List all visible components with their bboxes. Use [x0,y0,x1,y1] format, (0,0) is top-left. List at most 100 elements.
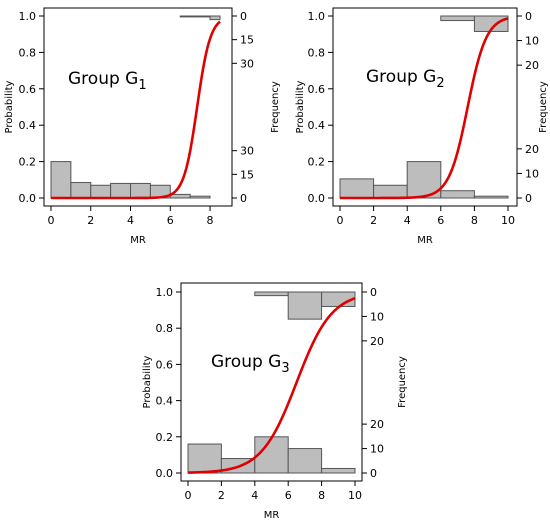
hist-top-bar [440,15,475,22]
x-tick-label: 2 [87,214,94,227]
group-label: Group G1 [68,69,147,93]
y-tick-label: 1.0 [308,10,326,23]
y-tick-label: 0.8 [308,46,326,59]
x-tick-label: 0 [337,214,344,227]
hist-top-bar [209,15,221,21]
hist-top-bar [287,291,323,320]
group-label: Group G2 [366,67,445,91]
y-tick-label: 0.2 [308,156,326,169]
y-tick-label: 1.0 [156,286,174,299]
x-tick-label: 8 [471,214,478,227]
y-tick-label: 0.2 [156,431,174,444]
probability-curve [187,297,356,474]
x-tick-label: 6 [437,214,444,227]
x-tick-label: 2 [370,214,377,227]
freq-tick-label-bottom: 30 [240,145,254,158]
x-tick-label: 4 [127,214,134,227]
hist-bottom-bar [187,443,222,474]
x-tick-label: 10 [501,214,515,227]
y-axis-title-frequency: Frequency [397,356,408,408]
freq-tick-label-bottom: 10 [525,167,539,180]
x-axis-title: MR [130,235,146,246]
hist-top-bar [199,15,211,18]
group-label-subscript: 1 [138,78,146,93]
freq-tick-label-bottom: 0 [240,192,247,205]
group-label-text: Group G [366,67,436,87]
freq-tick-label-bottom: 20 [370,418,384,431]
hist-bottom-bar [473,195,509,199]
freq-tick-label-top: 10 [525,35,539,48]
x-tick-label: 8 [207,214,214,227]
y-tick-label: 0.0 [19,192,37,205]
y-tick-label: 0.6 [156,358,174,371]
y-axis-title-probability: Probability [4,80,15,133]
x-axis-title: MR [417,235,433,246]
hist-bottom-bar [110,182,132,199]
hist-bottom-bar [70,182,92,199]
hist-top-bar [254,291,289,297]
y-tick-label: 0.8 [156,322,174,335]
hist-top-bar [189,15,201,18]
y-axis-title-probability: Probability [295,80,306,133]
freq-tick-label-top: 10 [370,310,384,323]
x-tick-label: 8 [318,489,325,502]
y-tick-label: 0.8 [19,46,37,59]
hist-bottom-bar [373,184,408,199]
x-tick-label: 0 [185,489,192,502]
x-tick-label: 0 [48,214,55,227]
y-tick-label: 0.6 [308,83,326,96]
y-axis-title-frequency: Frequency [538,81,549,133]
freq-tick-label-bottom: 0 [370,467,377,480]
y-tick-label: 0.0 [308,192,326,205]
group-label-text: Group G [68,69,138,89]
hist-bottom-bar [287,448,323,474]
y-tick-label: 0.2 [19,156,37,169]
x-tick-label: 6 [285,489,292,502]
freq-tick-label-top: 0 [240,10,247,23]
hist-bottom-bar [50,161,72,199]
hist-bottom-bar [321,467,356,474]
y-tick-label: 0.0 [156,467,174,480]
hist-bottom-bar [339,178,375,199]
freq-tick-label-top: 20 [525,59,539,72]
group-label-text: Group G [211,352,281,372]
plot-frame-1 [43,7,233,207]
x-tick-label: 6 [167,214,174,227]
y-tick-label: 0.4 [308,119,326,132]
y-tick-label: 0.6 [19,83,37,96]
probability-curve [51,20,221,200]
y-axis-title-frequency: Frequency [270,81,281,133]
group-label: Group G3 [211,352,290,376]
x-tick-label: 2 [218,489,225,502]
x-tick-label: 10 [348,489,362,502]
freq-tick-label-top: 20 [370,335,384,348]
freq-tick-label-top: 0 [370,286,377,299]
plot-frame-3 [180,282,363,482]
hist-bottom-bar [169,193,191,199]
hist-bottom-bar [440,190,475,199]
group-label-subscript: 2 [436,76,444,91]
freq-tick-label-top: 15 [240,34,254,47]
freq-tick-label-bottom: 10 [370,443,384,456]
freq-tick-label-bottom: 20 [525,143,539,156]
x-axis-title: MR [264,510,280,521]
freq-tick-label-bottom: 15 [240,168,254,181]
freq-tick-label-top: 30 [240,57,254,70]
y-axis-title-probability: Probability [142,355,153,408]
x-tick-label: 4 [251,489,258,502]
hist-bottom-bar [90,184,112,199]
plot-frame-2 [332,7,518,207]
hist-bottom-bar [254,436,289,474]
hist-bottom-bar [189,195,211,199]
freq-tick-label-bottom: 0 [525,192,532,205]
y-tick-label: 0.4 [156,395,174,408]
y-tick-label: 1.0 [19,10,37,23]
hist-top-bar [179,15,191,18]
group-label-subscript: 3 [281,361,289,376]
hist-bottom-bar [130,182,151,199]
y-tick-label: 0.4 [19,119,37,132]
x-tick-label: 4 [404,214,411,227]
probability-curve [340,17,509,200]
freq-tick-label-top: 0 [525,10,532,23]
